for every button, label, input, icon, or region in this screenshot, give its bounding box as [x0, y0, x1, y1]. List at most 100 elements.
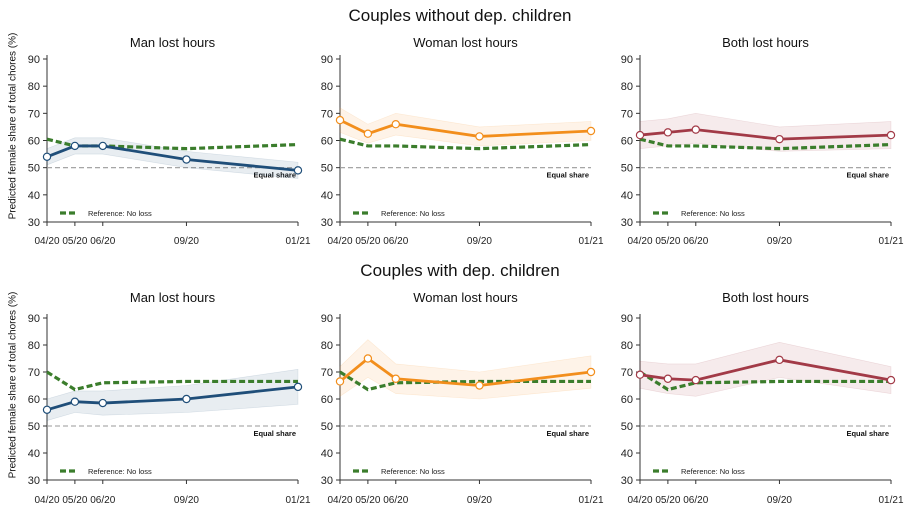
estimate-point: [335, 377, 345, 386]
y-tick-label: 80: [621, 340, 633, 352]
estimate-point: [98, 141, 107, 151]
y-tick-label: 80: [621, 81, 633, 93]
estimate-point: [886, 130, 896, 140]
x-tick-label: 09/20: [174, 236, 199, 247]
estimate-point: [182, 394, 191, 404]
x-tick-label: 09/20: [467, 236, 492, 247]
reference-line: [339, 137, 592, 151]
panel-title: Both lost hours: [722, 290, 809, 305]
y-tick-label: 70: [321, 108, 333, 120]
y-tick-label: 50: [321, 421, 333, 433]
reference-line: [46, 370, 298, 392]
estimate-point: [663, 374, 673, 383]
estimate-point: [363, 354, 373, 363]
y-tick-label: 70: [621, 108, 633, 120]
y-tick-label: 80: [321, 81, 333, 93]
panel-title: Man lost hours: [130, 35, 216, 50]
x-tick-label: 05/20: [355, 236, 380, 247]
panel-title: Woman lost hours: [413, 35, 518, 50]
x-tick-label: 05/20: [62, 236, 87, 247]
panel-2: Woman lost hours 30 40 50 60 70 80 90 04/20 05/20…: [321, 35, 604, 247]
equal-share-label: Equal share: [546, 171, 589, 180]
confidence-band: [339, 339, 592, 400]
x-tick-label: 05/20: [355, 495, 380, 506]
x-tick-label: 06/20: [383, 236, 408, 247]
estimate-point: [363, 129, 373, 138]
panel-title: Man lost hours: [130, 290, 216, 305]
x-tick-label: 09/20: [467, 495, 492, 506]
y-tick-label: 70: [321, 367, 333, 379]
y-tick-label: 90: [621, 313, 633, 325]
y-tick-label: 80: [321, 340, 333, 352]
x-tick-label: 01/21: [878, 495, 903, 506]
y-tick-label: 30: [28, 217, 40, 229]
y-tick-label: 90: [28, 313, 40, 325]
y-tick-label: 80: [28, 81, 40, 93]
estimate-point: [70, 397, 80, 406]
x-tick-label: 04/20: [327, 495, 352, 506]
estimate-point: [635, 370, 645, 379]
panel-title: Both lost hours: [722, 35, 809, 50]
estimate-point: [586, 126, 596, 136]
reference-line: [639, 370, 891, 392]
estimate-point: [775, 355, 784, 365]
x-tick-label: 04/20: [627, 495, 652, 506]
y-tick-label: 40: [621, 190, 633, 202]
panel-5: Woman lost hours 30 40 50 60 70 80 90 04/20 05/20…: [321, 290, 604, 506]
legend-label: Reference: No loss: [88, 209, 152, 218]
x-tick-label: 04/20: [327, 236, 352, 247]
confidence-band: [639, 113, 892, 152]
equal-share-label: Equal share: [253, 171, 296, 180]
estimate-point: [475, 381, 484, 390]
y-tick-label: 30: [28, 475, 40, 487]
x-tick-label: 04/20: [627, 236, 652, 247]
panel-4: Man lost hours 30 40 50 60 70 80 90 04/20 05/20 06…: [28, 290, 311, 506]
estimate-point: [475, 132, 484, 141]
equal-share-label: Equal share: [846, 429, 889, 438]
estimate-point: [42, 405, 52, 414]
confidence-band: [46, 368, 299, 421]
estimate-point: [586, 367, 596, 377]
y-tick-label: 40: [321, 448, 333, 460]
x-tick-label: 06/20: [683, 495, 708, 506]
equal-share-label: Equal share: [846, 171, 889, 180]
x-tick-label: 06/20: [90, 495, 115, 506]
x-tick-label: 01/21: [578, 495, 603, 506]
estimate-point: [886, 375, 896, 385]
x-tick-label: 06/20: [90, 236, 115, 247]
x-tick-label: 05/20: [655, 236, 680, 247]
y-tick-label: 50: [621, 421, 633, 433]
y-tick-label: 30: [621, 475, 633, 487]
legend-label: Reference: No loss: [681, 467, 745, 476]
y-tick-label: 80: [28, 340, 40, 352]
x-tick-label: 04/20: [34, 236, 59, 247]
legend-label: Reference: No loss: [681, 209, 745, 218]
estimate-point: [98, 398, 107, 408]
y-tick-label: 90: [321, 54, 333, 66]
y-tick-label: 70: [28, 367, 40, 379]
panel-title: Woman lost hours: [413, 290, 518, 305]
x-tick-label: 01/21: [285, 495, 310, 506]
panel-1: Man lost hours 30 40 50 60 70 80 90 04/20 05/20 06…: [28, 35, 311, 247]
estimate-point: [70, 141, 80, 151]
reference-line: [639, 137, 892, 151]
estimate-point: [293, 166, 303, 175]
confidence-band: [339, 107, 592, 147]
x-tick-label: 05/20: [62, 495, 87, 506]
x-tick-label: 05/20: [655, 495, 680, 506]
y-tick-label: 90: [321, 313, 333, 325]
estimate-point: [663, 128, 673, 137]
group-title-without-children: Couples without dep. children: [348, 6, 572, 25]
x-tick-label: 09/20: [767, 236, 792, 247]
y-tick-label: 70: [28, 108, 40, 120]
x-tick-label: 01/21: [578, 236, 603, 247]
y-tick-label: 40: [321, 190, 333, 202]
estimate-point: [691, 125, 700, 134]
equal-share-label: Equal share: [546, 429, 589, 438]
y-tick-label: 30: [321, 475, 333, 487]
estimate-point: [691, 375, 700, 385]
group-title-with-children: Couples with dep. children: [360, 261, 560, 280]
x-tick-label: 06/20: [683, 236, 708, 247]
